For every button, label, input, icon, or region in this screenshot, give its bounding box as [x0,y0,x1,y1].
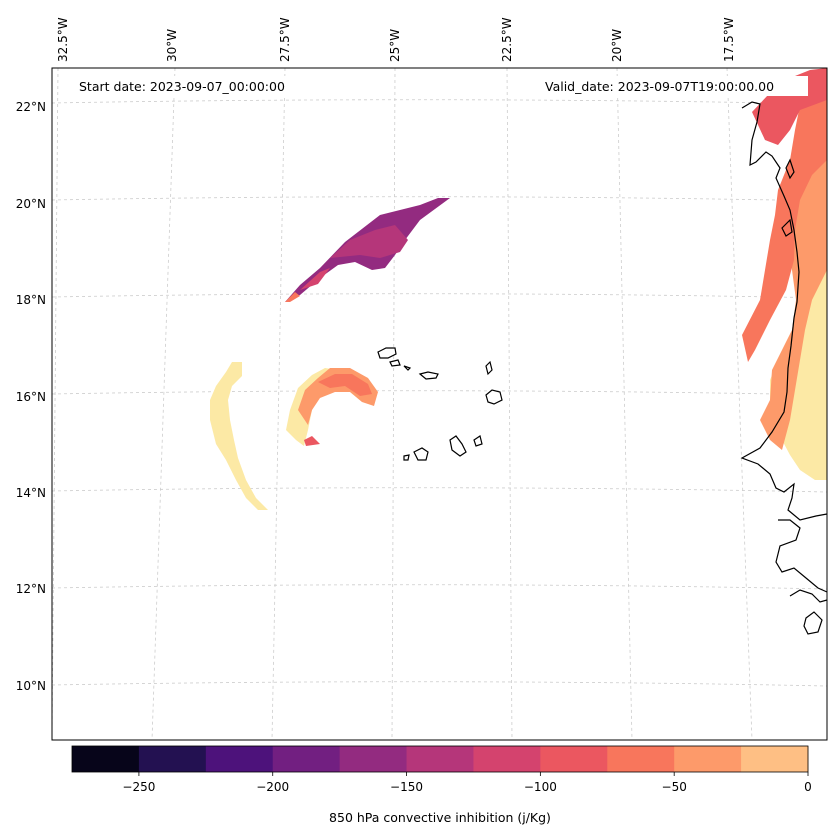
colorbar-swatch [607,746,675,772]
lon-label: 25°W [388,29,402,62]
colorbar-swatch [473,746,541,772]
colorbar-swatch [339,746,408,772]
colorbar-tick-label: −200 [256,780,289,794]
coastline [740,101,828,635]
lat-label: 14°N [16,486,46,500]
colorbar-tick-label: −150 [390,780,423,794]
colorbar-label: 850 hPa convective inhibition (j/Kg) [329,810,551,825]
valid-date-label: Valid_date: 2023-09-07T19:00:00.00 [545,79,774,94]
latitude-labels: 22°N 20°N 18°N 16°N 14°N 12°N 10°N [16,100,46,693]
colorbar-tick-label: 0 [804,780,812,794]
lat-label: 12°N [16,582,46,596]
valid-date-box [538,76,808,96]
lon-label: 17.5°W [722,17,736,62]
lon-label: 22.5°W [500,17,514,62]
cin-field-hook [286,368,378,446]
colorbar-swatch [72,746,140,772]
colorbar-swatch [406,746,474,772]
lat-label: 16°N [16,390,46,404]
lon-label: 30°W [165,29,179,62]
start-date-label: Start date: 2023-09-07_00:00:00 [79,79,285,94]
lat-label: 20°N [16,197,46,211]
start-date-box [72,76,314,96]
cin-field-north-band [285,198,450,302]
colorbar-tick-label: −250 [122,780,155,794]
colorbar-swatch [741,746,809,772]
lon-label: 27.5°W [278,17,292,62]
longitude-labels: 32.5°W 30°W 27.5°W 25°W 22.5°W 20°W 17.5… [56,17,736,62]
lat-label: 22°N [16,100,46,114]
colorbar-ticks: −250 −200 −150 −100 −50 0 [122,772,812,794]
colorbar-swatch [205,746,274,772]
lon-label: 32.5°W [56,17,70,62]
lon-label: 20°W [610,29,624,62]
colorbar-tick-label: −50 [662,780,687,794]
colorbar-tick-label: −100 [524,780,557,794]
colorbar-swatch [674,746,742,772]
lat-label: 10°N [16,679,46,693]
map-frame [51,67,828,741]
cape-verde-islands [377,347,503,461]
cin-field-west-arc [210,362,268,510]
lat-label: 18°N [16,293,46,307]
colorbar-swatch [138,746,207,772]
colorbar-frame [71,745,809,773]
colorbar-swatch [540,746,608,772]
colorbar-swatch [272,746,341,772]
colorbar [72,746,809,772]
graticule [51,67,828,741]
